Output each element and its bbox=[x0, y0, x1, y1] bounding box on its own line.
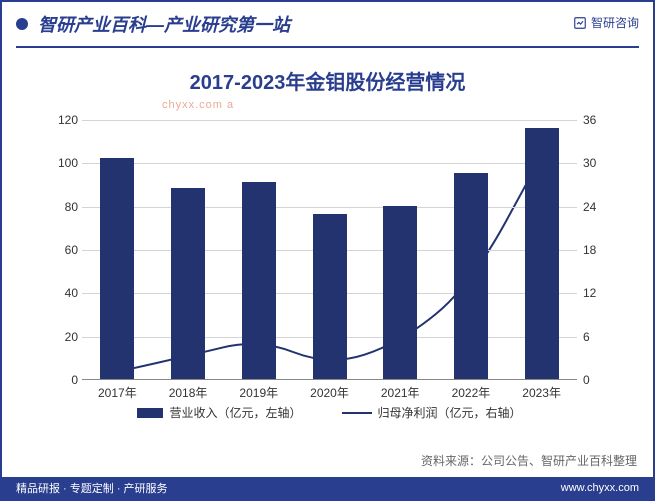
plot-area bbox=[82, 120, 577, 380]
watermark-small: chyxx.com a bbox=[162, 99, 234, 111]
legend-bar-swatch bbox=[137, 408, 163, 418]
legend-line-item: 归母净利润（亿元，右轴） bbox=[342, 404, 522, 421]
bar bbox=[525, 128, 559, 379]
y-right-tick: 18 bbox=[583, 243, 613, 257]
footer-right: www.chyxx.com bbox=[561, 482, 639, 494]
y-left-tick: 80 bbox=[44, 200, 78, 214]
x-tick-label: 2020年 bbox=[310, 384, 349, 401]
y-right-tick: 36 bbox=[583, 113, 613, 127]
bar bbox=[171, 188, 205, 379]
chart-card: 智研产业百科—产业研究第一站 智研咨询 2017-2023年金钼股份经营情况 c… bbox=[0, 0, 655, 501]
header-brand-label: 智研咨询 bbox=[591, 14, 639, 31]
grid-line bbox=[82, 120, 577, 121]
y-left-tick: 0 bbox=[44, 373, 78, 387]
header: 智研产业百科—产业研究第一站 智研咨询 bbox=[2, 2, 653, 46]
legend-bar-label: 营业收入（亿元，左轴） bbox=[169, 404, 301, 421]
y-left-tick: 40 bbox=[44, 286, 78, 300]
y-left-tick: 100 bbox=[44, 156, 78, 170]
x-tick-label: 2019年 bbox=[239, 384, 278, 401]
header-bullet-icon bbox=[16, 18, 28, 30]
y-right-tick: 30 bbox=[583, 156, 613, 170]
legend: 营业收入（亿元，左轴） 归母净利润（亿元，右轴） bbox=[42, 404, 617, 421]
y-right-tick: 6 bbox=[583, 330, 613, 344]
x-tick-label: 2021年 bbox=[381, 384, 420, 401]
x-tick-label: 2022年 bbox=[452, 384, 491, 401]
footer-left: 精品研报 · 专题定制 · 产研服务 bbox=[16, 480, 168, 496]
y-left-tick: 20 bbox=[44, 330, 78, 344]
y-left-tick: 120 bbox=[44, 113, 78, 127]
source-text: 资料来源：公司公告、智研产业百科整理 bbox=[421, 452, 637, 469]
y-right-tick: 0 bbox=[583, 373, 613, 387]
chart-title: 2017-2023年金钼股份经营情况 bbox=[2, 66, 653, 95]
bar bbox=[313, 214, 347, 379]
bar bbox=[383, 206, 417, 379]
bar bbox=[100, 158, 134, 379]
y-right-tick: 12 bbox=[583, 286, 613, 300]
grid-line bbox=[82, 163, 577, 164]
x-tick-label: 2023年 bbox=[522, 384, 561, 401]
legend-bar-item: 营业收入（亿元，左轴） bbox=[137, 404, 301, 421]
footer: 精品研报 · 专题定制 · 产研服务 www.chyxx.com bbox=[2, 477, 653, 499]
legend-line-swatch bbox=[342, 412, 372, 414]
header-brand: 智研咨询 bbox=[573, 14, 639, 31]
bar bbox=[454, 173, 488, 379]
chart-area: 020406080100120 061218243036 2017年2018年2… bbox=[42, 120, 617, 420]
header-title: 智研产业百科—产业研究第一站 bbox=[38, 11, 290, 37]
x-tick-label: 2018年 bbox=[169, 384, 208, 401]
bar bbox=[242, 182, 276, 379]
legend-line-label: 归母净利润（亿元，右轴） bbox=[378, 404, 522, 421]
x-tick-label: 2017年 bbox=[98, 384, 137, 401]
header-underline bbox=[16, 46, 639, 48]
y-right-tick: 24 bbox=[583, 200, 613, 214]
y-left-tick: 60 bbox=[44, 243, 78, 257]
brand-icon bbox=[573, 16, 587, 30]
grid-line bbox=[82, 207, 577, 208]
